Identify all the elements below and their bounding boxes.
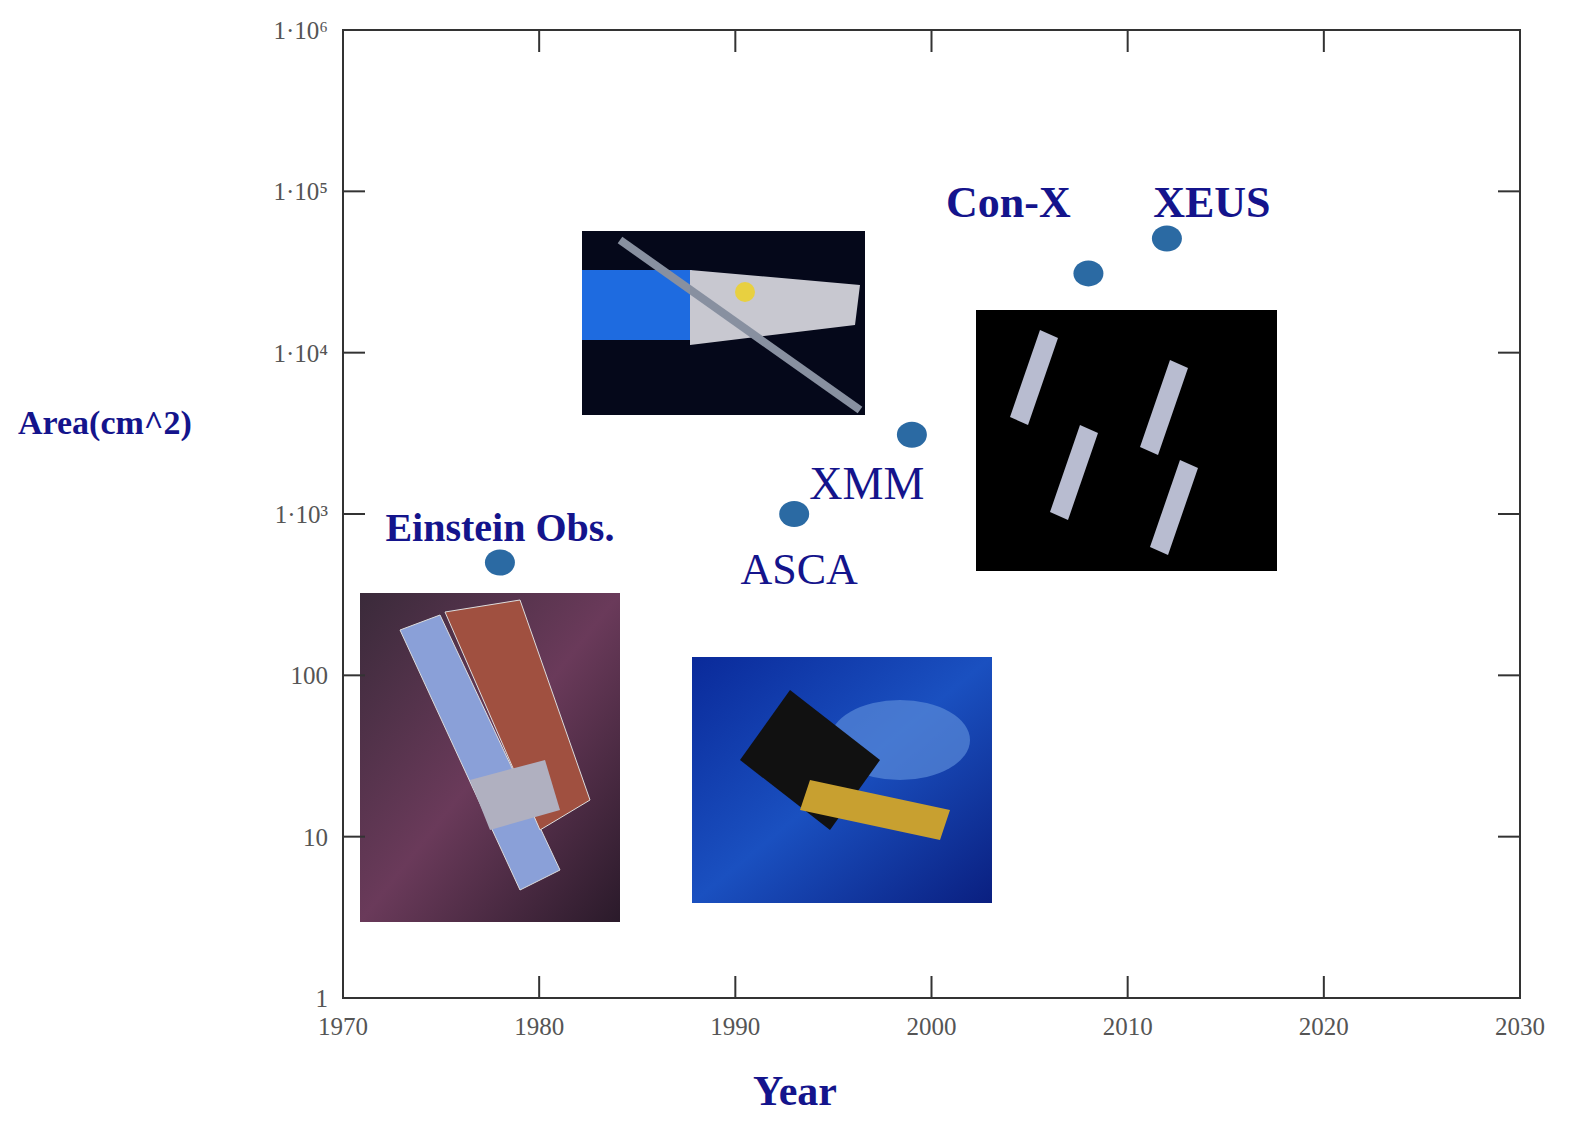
y-tick-label: 1·10³ — [275, 501, 329, 528]
x-tick — [734, 30, 736, 52]
point-annotation: XMM — [809, 458, 924, 509]
xmm-image — [582, 231, 865, 415]
x-tick — [342, 30, 344, 52]
point-annotation: Con-X — [946, 178, 1071, 227]
x-tick — [1323, 30, 1325, 52]
x-tick — [1519, 30, 1521, 52]
x-tick-label: 2030 — [1495, 1013, 1545, 1040]
y-tick — [1498, 190, 1520, 192]
x-tick-label: 2020 — [1299, 1013, 1349, 1040]
y-tick-label: 100 — [291, 662, 329, 689]
x-tick-label: 2010 — [1103, 1013, 1153, 1040]
x-tick — [538, 30, 540, 52]
x-tick — [342, 976, 344, 998]
y-tick-label: 1·10⁴ — [273, 340, 328, 367]
data-point — [897, 422, 927, 448]
x-tick-label: 2000 — [907, 1013, 957, 1040]
y-tick — [343, 997, 365, 999]
y-tick — [1498, 836, 1520, 838]
x-tick-label: 1970 — [318, 1013, 368, 1040]
chart: 1 10 100 1·10³ 1·10⁴ 1·10⁵ 1·10⁶ 1970 1980 1990 20… — [0, 0, 1591, 1128]
x-tick — [931, 30, 933, 52]
x-tick — [1323, 976, 1325, 998]
data-point — [779, 501, 809, 527]
y-tick — [1498, 352, 1520, 354]
x-tick-label: 1980 — [514, 1013, 564, 1040]
y-tick — [343, 836, 365, 838]
einstein-image — [360, 593, 620, 922]
y-tick — [343, 674, 365, 676]
x-tick — [1127, 30, 1129, 52]
data-point — [1073, 260, 1103, 286]
data-point — [485, 550, 515, 576]
point-annotation: Einstein Obs. — [385, 505, 614, 550]
y-tick — [1498, 29, 1520, 31]
y-axis-title: Area(cm^2) — [18, 404, 192, 442]
x-tick-label: 1990 — [710, 1013, 760, 1040]
y-tick — [343, 513, 365, 515]
asca-image — [692, 657, 992, 903]
x-tick — [931, 976, 933, 998]
data-point — [1152, 226, 1182, 252]
y-tick — [343, 352, 365, 354]
y-tick — [343, 190, 365, 192]
y-tick — [1498, 674, 1520, 676]
x-axis-title: Year — [753, 1068, 837, 1114]
y-tick-label: 1·10⁵ — [273, 178, 328, 205]
x-tick — [1127, 976, 1129, 998]
point-annotation: ASCA — [740, 545, 858, 594]
x-tick — [1519, 976, 1521, 998]
y-tick-label: 1 — [316, 985, 329, 1012]
conx-image — [976, 310, 1277, 571]
plot-frame — [343, 30, 1520, 998]
x-tick — [734, 976, 736, 998]
y-tick — [1498, 997, 1520, 999]
y-tick — [343, 29, 365, 31]
y-tick — [1498, 513, 1520, 515]
x-tick — [538, 976, 540, 998]
y-tick-label: 10 — [303, 824, 328, 851]
y-tick-label: 1·10⁶ — [273, 17, 328, 44]
point-annotation: XEUS — [1153, 178, 1270, 227]
